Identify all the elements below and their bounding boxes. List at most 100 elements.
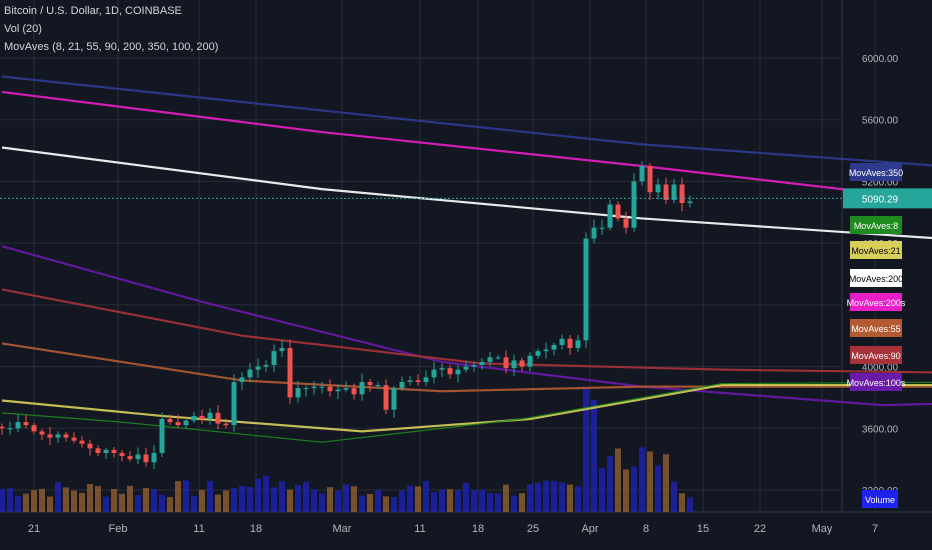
candlesticks [0, 161, 693, 469]
volume-bar [71, 490, 77, 512]
volume-bar [39, 488, 45, 512]
volume-bar [415, 486, 421, 512]
candle-body [23, 422, 29, 426]
volume-bar [511, 495, 517, 512]
candle-body [311, 386, 317, 389]
volume-bar [0, 489, 5, 512]
ma-line-1 [1, 75, 932, 167]
movaves-indicator-label[interactable]: MovAves (8, 21, 55, 90, 200, 350, 100, 2… [4, 41, 219, 53]
candle-body [679, 184, 685, 204]
candle-body [135, 454, 141, 460]
ma-label-text: MovAves:100s [847, 378, 906, 388]
candle-body [495, 357, 501, 359]
time-tick-label: Mar [333, 523, 352, 535]
ma-label-text: MovAves:200s [847, 298, 906, 308]
volume-bar [519, 493, 525, 512]
ma-line-4 [1, 245, 932, 407]
candle-body [671, 184, 677, 200]
candle-body [455, 369, 461, 375]
volume-bar [7, 487, 13, 512]
volume-bar [15, 495, 21, 512]
volume-bar [63, 487, 69, 512]
volume-bar [535, 482, 541, 512]
candle-body [511, 360, 517, 369]
ma-label-text: MovAves:200 [849, 274, 903, 284]
candle-body [119, 452, 125, 457]
candle-body [199, 415, 205, 420]
candle-body [575, 340, 581, 349]
volume-bar [495, 493, 501, 512]
volume-bar [295, 484, 301, 512]
volume-bar [215, 494, 221, 512]
volume-bar [311, 489, 317, 512]
price-tick-label: 3600.00 [862, 424, 899, 435]
volume-bar [463, 482, 469, 512]
candle-body [63, 434, 69, 438]
volume-bar [255, 478, 261, 512]
candle-body [295, 388, 301, 398]
volume-bar [647, 451, 653, 512]
ma-label-text: MovAves:21 [851, 246, 900, 256]
time-tick-label: 18 [250, 523, 262, 535]
volume-bar [143, 487, 149, 512]
volume-bar [383, 496, 389, 512]
volume-bar [247, 486, 253, 512]
volume-bar [135, 495, 141, 512]
candle-body [247, 369, 253, 378]
candle-body [239, 377, 245, 382]
volume-bar [303, 482, 309, 512]
candle-body [559, 338, 565, 345]
volume-bar [607, 456, 613, 512]
volume-bar [175, 481, 181, 512]
candle-body [167, 419, 173, 423]
ma-line-7 [1, 383, 932, 433]
candle-body [383, 385, 389, 410]
volume-bar [671, 481, 677, 512]
volume-bar [623, 469, 629, 512]
last-price-badge [843, 188, 932, 209]
volume-bar [367, 493, 373, 512]
candle-body [583, 238, 589, 341]
volume-bar [319, 493, 325, 512]
ma-label-text: MovAves:55 [851, 324, 900, 334]
volume-bar [503, 484, 509, 512]
candle-body [207, 412, 213, 420]
volume-bar [183, 480, 189, 512]
candle-body [615, 204, 621, 219]
volume-indicator-label[interactable]: Vol (20) [4, 23, 42, 35]
candle-body [431, 369, 437, 378]
volume-bar [191, 495, 197, 512]
volume-bar [583, 387, 589, 512]
volume-bar [479, 490, 485, 512]
ma-label-badge [850, 319, 902, 337]
candle-body [39, 431, 45, 435]
candle-body [639, 166, 645, 182]
volume-bar [55, 482, 61, 512]
candle-body [359, 382, 365, 395]
volume-bar [663, 454, 669, 512]
candle-body [87, 443, 93, 449]
volume-bar [527, 484, 533, 512]
ma-label-badge [850, 346, 902, 364]
candle-body [79, 440, 85, 444]
volume-bar [655, 465, 661, 512]
candle-body [503, 357, 509, 369]
candle-body [471, 365, 477, 367]
candle-body [591, 227, 597, 239]
volume-bar [687, 497, 693, 512]
ma-line-5 [1, 288, 932, 374]
candle-body [367, 382, 373, 386]
candle-body [567, 338, 573, 349]
volume-bar [679, 493, 685, 512]
volume-bar [279, 481, 285, 512]
candle-body [519, 360, 525, 367]
candle-body [551, 344, 557, 350]
volume-bar [591, 400, 597, 512]
volume-bar [431, 492, 437, 512]
ma-label-badge [850, 216, 902, 234]
volume-bars [0, 387, 693, 512]
volume-bar [343, 484, 349, 512]
volume-bar [455, 490, 461, 512]
time-tick-label: May [812, 523, 833, 535]
